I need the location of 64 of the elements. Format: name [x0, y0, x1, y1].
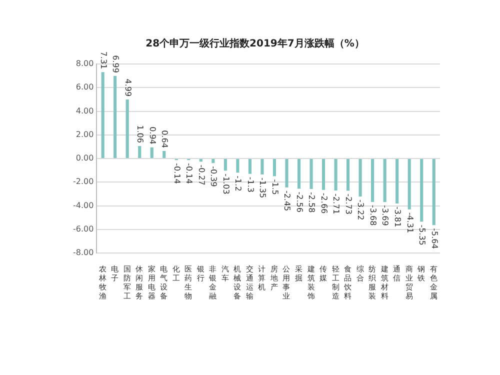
bar	[199, 159, 202, 162]
y-tick-label: -2.00	[72, 177, 94, 186]
bar	[114, 76, 117, 158]
data-label: -2.45	[282, 190, 292, 212]
data-label: -0.39	[209, 166, 218, 187]
y-tick-label: 8.00	[76, 59, 94, 68]
data-label: 1.06	[136, 125, 145, 143]
data-label: 0.64	[160, 130, 170, 148]
data-label: -2.56	[294, 192, 304, 212]
data-label: -0.14	[172, 163, 182, 184]
bar	[358, 159, 362, 197]
data-label: -1.3	[246, 176, 255, 192]
data-label: -2.58	[307, 192, 316, 213]
data-label: 0.94	[148, 126, 157, 144]
bar	[408, 159, 411, 210]
data-label: -4.31	[405, 212, 414, 234]
y-tick-label: 4.00	[76, 106, 94, 116]
bar	[285, 159, 288, 188]
data-label: -2.73	[344, 194, 353, 214]
bar	[310, 159, 313, 189]
bar	[138, 146, 142, 158]
bar	[272, 159, 276, 176]
bar	[101, 72, 104, 158]
y-tick-label: -8.00	[72, 248, 94, 258]
bar	[212, 159, 215, 164]
data-label: -3.68	[368, 204, 378, 226]
data-label: -5.64	[430, 228, 439, 249]
data-label: -3.22	[356, 200, 366, 220]
bar	[150, 147, 154, 158]
data-label: -3.81	[393, 206, 402, 228]
bar	[371, 159, 374, 202]
data-label: -1.03	[221, 174, 230, 194]
bar	[346, 159, 350, 191]
bar	[383, 159, 386, 202]
data-label: 6.99	[111, 55, 120, 73]
bar	[260, 159, 264, 174]
data-label: -0.27	[196, 164, 206, 186]
y-tick-label: 2.00	[76, 130, 94, 139]
y-tick-label: 0.00	[76, 154, 94, 163]
bar	[322, 159, 326, 190]
bar	[236, 159, 240, 173]
data-label: -1.5	[270, 179, 280, 195]
bar	[297, 159, 301, 189]
bar	[126, 100, 129, 158]
y-tick-label: 6.00	[76, 82, 94, 92]
data-label: -5.35	[418, 224, 427, 246]
data-label: -3.69	[380, 205, 390, 226]
y-tick-label: -4.00	[72, 200, 94, 210]
bar	[432, 159, 436, 226]
data-label: -1.35	[258, 177, 268, 198]
chart-title: 28个申万一级行业指数2019年7月涨跌幅（%）	[146, 38, 364, 50]
bar	[224, 159, 227, 171]
data-label: -0.14	[184, 163, 194, 184]
data-label: 7.31	[98, 51, 108, 70]
bar	[334, 159, 338, 191]
bar	[396, 159, 399, 204]
data-label: -1.2	[234, 176, 243, 192]
y-tick-label: -6.00	[72, 224, 94, 234]
data-label: -2.71	[332, 194, 341, 214]
data-label: 4.99	[123, 78, 132, 97]
bar	[420, 159, 424, 222]
bar	[248, 159, 252, 174]
bar	[162, 150, 166, 158]
data-label: -2.66	[319, 192, 328, 214]
